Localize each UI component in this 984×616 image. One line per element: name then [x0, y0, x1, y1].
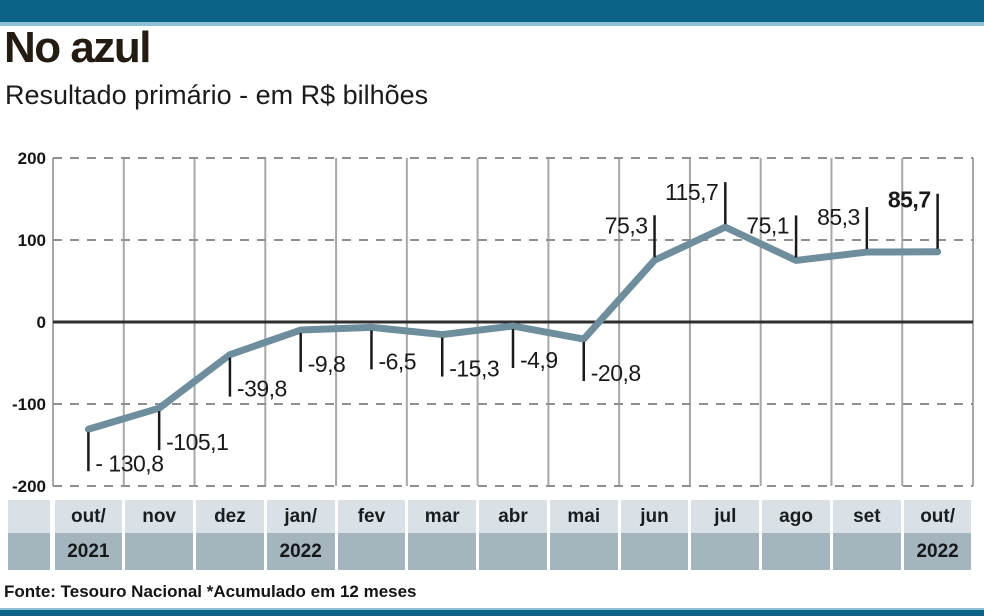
data-label: 75,1: [746, 212, 789, 238]
data-label: 115,7: [665, 179, 718, 205]
month-label: ago: [762, 500, 830, 533]
y-axis-tick-label: -100: [12, 395, 46, 414]
table-column: set: [832, 500, 901, 570]
chart-svg: 200 100 0 -100 -200 - 130,8-105,1 -39,8 -9,8 -6,…: [12, 149, 974, 496]
table-gutter-cell: [8, 500, 50, 570]
month-label: jun: [620, 500, 689, 533]
source-note: Fonte: Tesouro Nacional *Acumulado em 12…: [4, 582, 417, 601]
year-label: [691, 533, 760, 570]
data-label: -4,9: [520, 347, 558, 373]
month-label: out/: [903, 500, 972, 533]
year-label: [762, 533, 830, 570]
data-label: -9,8: [308, 351, 346, 377]
page-subtitle: Resultado primário - em R$ bilhões: [5, 80, 429, 110]
y-axis-tick-label: -200: [12, 477, 46, 496]
month-label: out/: [54, 500, 123, 533]
year-label: [196, 533, 264, 570]
data-label: - 130,8: [95, 450, 163, 476]
month-table: out/2021 nov dez jan/2022 fev mar abr mai jun jul…: [0, 500, 984, 570]
data-label: -105,1: [166, 429, 228, 455]
month-label: set: [832, 500, 901, 533]
data-label: -6,5: [378, 348, 416, 374]
y-axis-tick-label: 100: [18, 231, 46, 250]
table-column: ago: [762, 500, 830, 570]
y-axis-tick-label: 0: [37, 313, 46, 332]
month-label: nov: [125, 500, 194, 533]
table-column: mar: [408, 500, 477, 570]
primary-result-line: [84, 223, 942, 433]
data-label: -15,3: [449, 356, 499, 382]
month-label: mar: [408, 500, 477, 533]
table-column: out/2021: [54, 500, 123, 570]
page-title: No azul: [4, 23, 151, 72]
month-label: fev: [337, 500, 406, 533]
top-accent-bar: [0, 0, 984, 26]
year-label: [832, 533, 901, 570]
year-label: 2022: [266, 533, 335, 570]
data-label: -20,8: [591, 360, 641, 386]
year-label: 2021: [54, 533, 123, 570]
month-label: jul: [691, 500, 760, 533]
data-label: 85,7: [888, 187, 931, 213]
table-column: dez: [196, 500, 264, 570]
data-label: -39,8: [237, 376, 287, 402]
table-column: jun: [620, 500, 689, 570]
month-label: jan/: [266, 500, 335, 533]
table-column: out/2022: [903, 500, 972, 570]
data-label: 75,3: [605, 212, 648, 238]
year-label: [479, 533, 547, 570]
table-column: fev: [337, 500, 406, 570]
bottom-accent-bar: [0, 608, 984, 616]
table-column: abr: [479, 500, 547, 570]
table-column: jul: [691, 500, 760, 570]
year-label: [337, 533, 406, 570]
month-label: abr: [479, 500, 547, 533]
table-column: mai: [549, 500, 618, 570]
year-label: [8, 533, 50, 570]
data-label: 85,3: [817, 204, 860, 230]
year-label: [125, 533, 194, 570]
year-label: [408, 533, 477, 570]
month-label: dez: [196, 500, 264, 533]
table-column: jan/2022: [266, 500, 335, 570]
year-label: [549, 533, 618, 570]
month-label: [8, 500, 50, 533]
year-label: 2022: [903, 533, 972, 570]
table-column: nov: [125, 500, 194, 570]
year-label: [620, 533, 689, 570]
y-axis-tick-label: 200: [18, 149, 46, 168]
month-label: mai: [549, 500, 618, 533]
